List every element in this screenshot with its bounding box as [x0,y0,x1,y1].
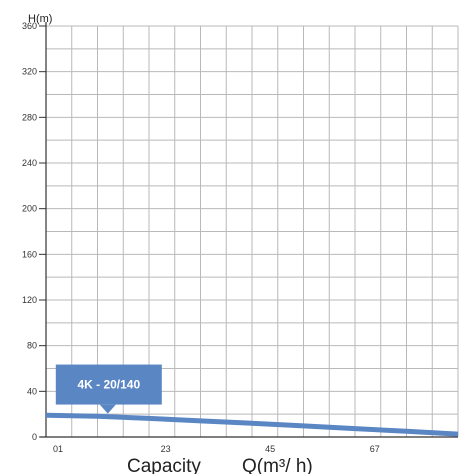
x-tick-labels: 01 23 45 67 [53,444,380,454]
callout-pointer [99,404,116,414]
x-tick-label: 23 [161,444,171,454]
y-tick-label: 160 [22,249,37,259]
y-tick-label: 200 [22,204,37,214]
y-tick-label: 40 [27,386,37,396]
series-line [45,412,459,437]
y-tick-label: 80 [27,341,37,351]
series-callout: 4K - 20/140 [55,364,162,414]
y-tick-label: 320 [22,67,37,77]
callout-box [55,364,162,405]
axes [40,22,458,438]
x-axis-formula: Q(m³/ h) [242,456,313,474]
x-tick-label: 67 [370,444,380,454]
y-tick-labels: 0 40 80 120 160 200 240 280 320 360 [22,21,46,442]
x-axis-title: Capacity [127,456,201,474]
x-tick-label: 01 [53,444,63,454]
y-tick-label: 120 [22,295,37,305]
y-tick-label: 240 [22,158,37,168]
y-axis-title: H(m) [28,13,52,25]
y-tick-label: 0 [32,432,37,442]
y-tick-label: 280 [22,112,37,122]
x-tick-label: 45 [265,444,275,454]
series-layer [45,412,459,437]
callout-label: 4K - 20/140 [77,378,140,392]
y-tick-label: 360 [22,21,37,31]
